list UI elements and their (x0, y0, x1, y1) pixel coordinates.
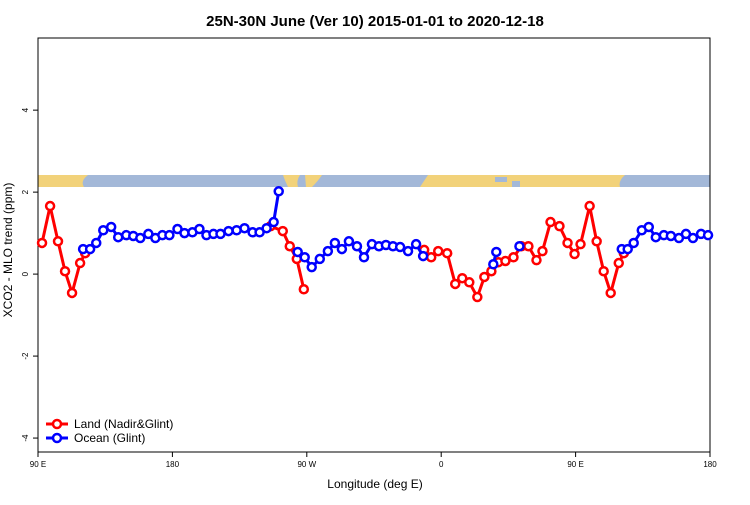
data-point (215, 228, 226, 240)
data-point (537, 245, 548, 257)
data-point (336, 243, 348, 255)
data-point (322, 245, 334, 257)
data-point (164, 229, 175, 241)
x-axis-label: Longitude (deg E) (327, 477, 422, 491)
data-point (36, 237, 48, 249)
legend-marker (51, 418, 63, 430)
data-point (105, 221, 117, 233)
data-point (402, 245, 414, 257)
x-tick-label: 90 E (567, 460, 583, 469)
data-point (90, 237, 102, 249)
data-point (531, 254, 542, 266)
data-point (277, 225, 289, 237)
data-point (500, 255, 511, 267)
data-point (554, 220, 565, 232)
chart-title: 25N-30N June (Ver 10) 2015-01-01 to 2020… (206, 13, 544, 30)
plot-layer: 90 E 180 90 W 0 90 E 180 -4 -2 0 2 4 Land (Nadir&Gl… (21, 107, 717, 469)
data-point (74, 257, 86, 269)
data-point (562, 237, 573, 249)
land-mask-strip (38, 175, 710, 187)
data-point (223, 225, 234, 237)
data-point (569, 248, 580, 260)
legend-label: Land (Nadir&Glint) (74, 417, 173, 431)
data-point (514, 240, 525, 252)
data-point (508, 252, 519, 263)
data-point (112, 231, 124, 243)
data-point (299, 252, 310, 263)
data-point (417, 250, 429, 262)
data-point (261, 222, 272, 234)
legend-marker (51, 432, 63, 444)
data-point (343, 236, 355, 247)
land-strip (283, 175, 300, 187)
data-point (52, 236, 64, 247)
data-point (702, 229, 714, 241)
data-point (628, 237, 639, 249)
data-point (613, 257, 625, 269)
data-point (464, 277, 475, 288)
data-point (284, 240, 296, 252)
data-point (425, 252, 437, 263)
data-point (605, 287, 616, 299)
data-point (545, 216, 556, 228)
data-point (358, 252, 370, 263)
data-point (622, 243, 633, 255)
data-point (687, 232, 699, 244)
y-tick-label: -4 (21, 434, 30, 442)
data-point (472, 291, 483, 303)
data-point (135, 232, 146, 244)
y-tick-label: -2 (21, 352, 30, 360)
x-tick-label: 90 E (30, 460, 46, 469)
data-point (491, 246, 502, 258)
y-tick-label: 4 (21, 107, 30, 112)
data-point (575, 238, 586, 250)
data-point (59, 265, 71, 277)
data-point (351, 240, 363, 252)
data-point (329, 237, 341, 249)
data-point (306, 261, 317, 273)
data-point (432, 245, 444, 257)
ocean-strip (512, 181, 520, 187)
land-strip (38, 175, 88, 187)
x-tick-label: 180 (703, 460, 717, 469)
y-tick-label: 2 (21, 189, 30, 194)
data-point (268, 216, 279, 228)
data-point (84, 243, 96, 255)
data-point (479, 271, 490, 283)
data-point (643, 221, 655, 233)
data-point (488, 259, 499, 270)
x-tick-label: 180 (166, 460, 180, 469)
data-point (44, 200, 56, 212)
data-point (239, 222, 250, 234)
data-point (273, 186, 284, 197)
data-point (584, 200, 595, 212)
data-point (292, 246, 303, 258)
legend-label: Ocean (Glint) (74, 431, 145, 445)
x-tick-label: 0 (439, 460, 444, 469)
data-point (449, 278, 461, 290)
data-point (410, 238, 422, 250)
data-point (523, 240, 534, 252)
y-tick-label: 0 (21, 271, 30, 276)
data-point (441, 247, 453, 259)
data-point (665, 230, 677, 242)
data-point (314, 253, 326, 265)
data-point (194, 223, 205, 235)
data-point (66, 287, 78, 299)
data-point (298, 284, 310, 295)
x-tick-label: 90 W (297, 460, 316, 469)
y-axis-label: XCO2 - MLO trend (ppm) (1, 183, 15, 318)
data-point (598, 265, 609, 277)
land-strip (305, 175, 322, 187)
ocean-strip (495, 177, 507, 182)
land-strip (420, 175, 625, 187)
data-point (394, 241, 406, 253)
data-point (591, 236, 602, 247)
data-point (650, 231, 662, 243)
